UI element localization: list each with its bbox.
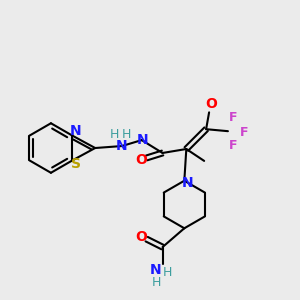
Text: N: N [137, 133, 148, 147]
Text: H: H [152, 276, 161, 289]
Text: F: F [229, 111, 237, 124]
Text: H: H [122, 128, 132, 141]
Text: F: F [229, 139, 237, 152]
Text: N: N [116, 139, 128, 153]
Text: O: O [205, 98, 217, 111]
Text: H: H [163, 266, 172, 279]
Text: F: F [239, 126, 248, 139]
Text: N: N [182, 176, 193, 190]
Text: H: H [109, 128, 119, 141]
Text: N: N [150, 263, 161, 277]
Text: O: O [135, 153, 147, 167]
Text: O: O [135, 230, 147, 244]
Text: S: S [71, 158, 81, 171]
Text: N: N [70, 124, 81, 138]
